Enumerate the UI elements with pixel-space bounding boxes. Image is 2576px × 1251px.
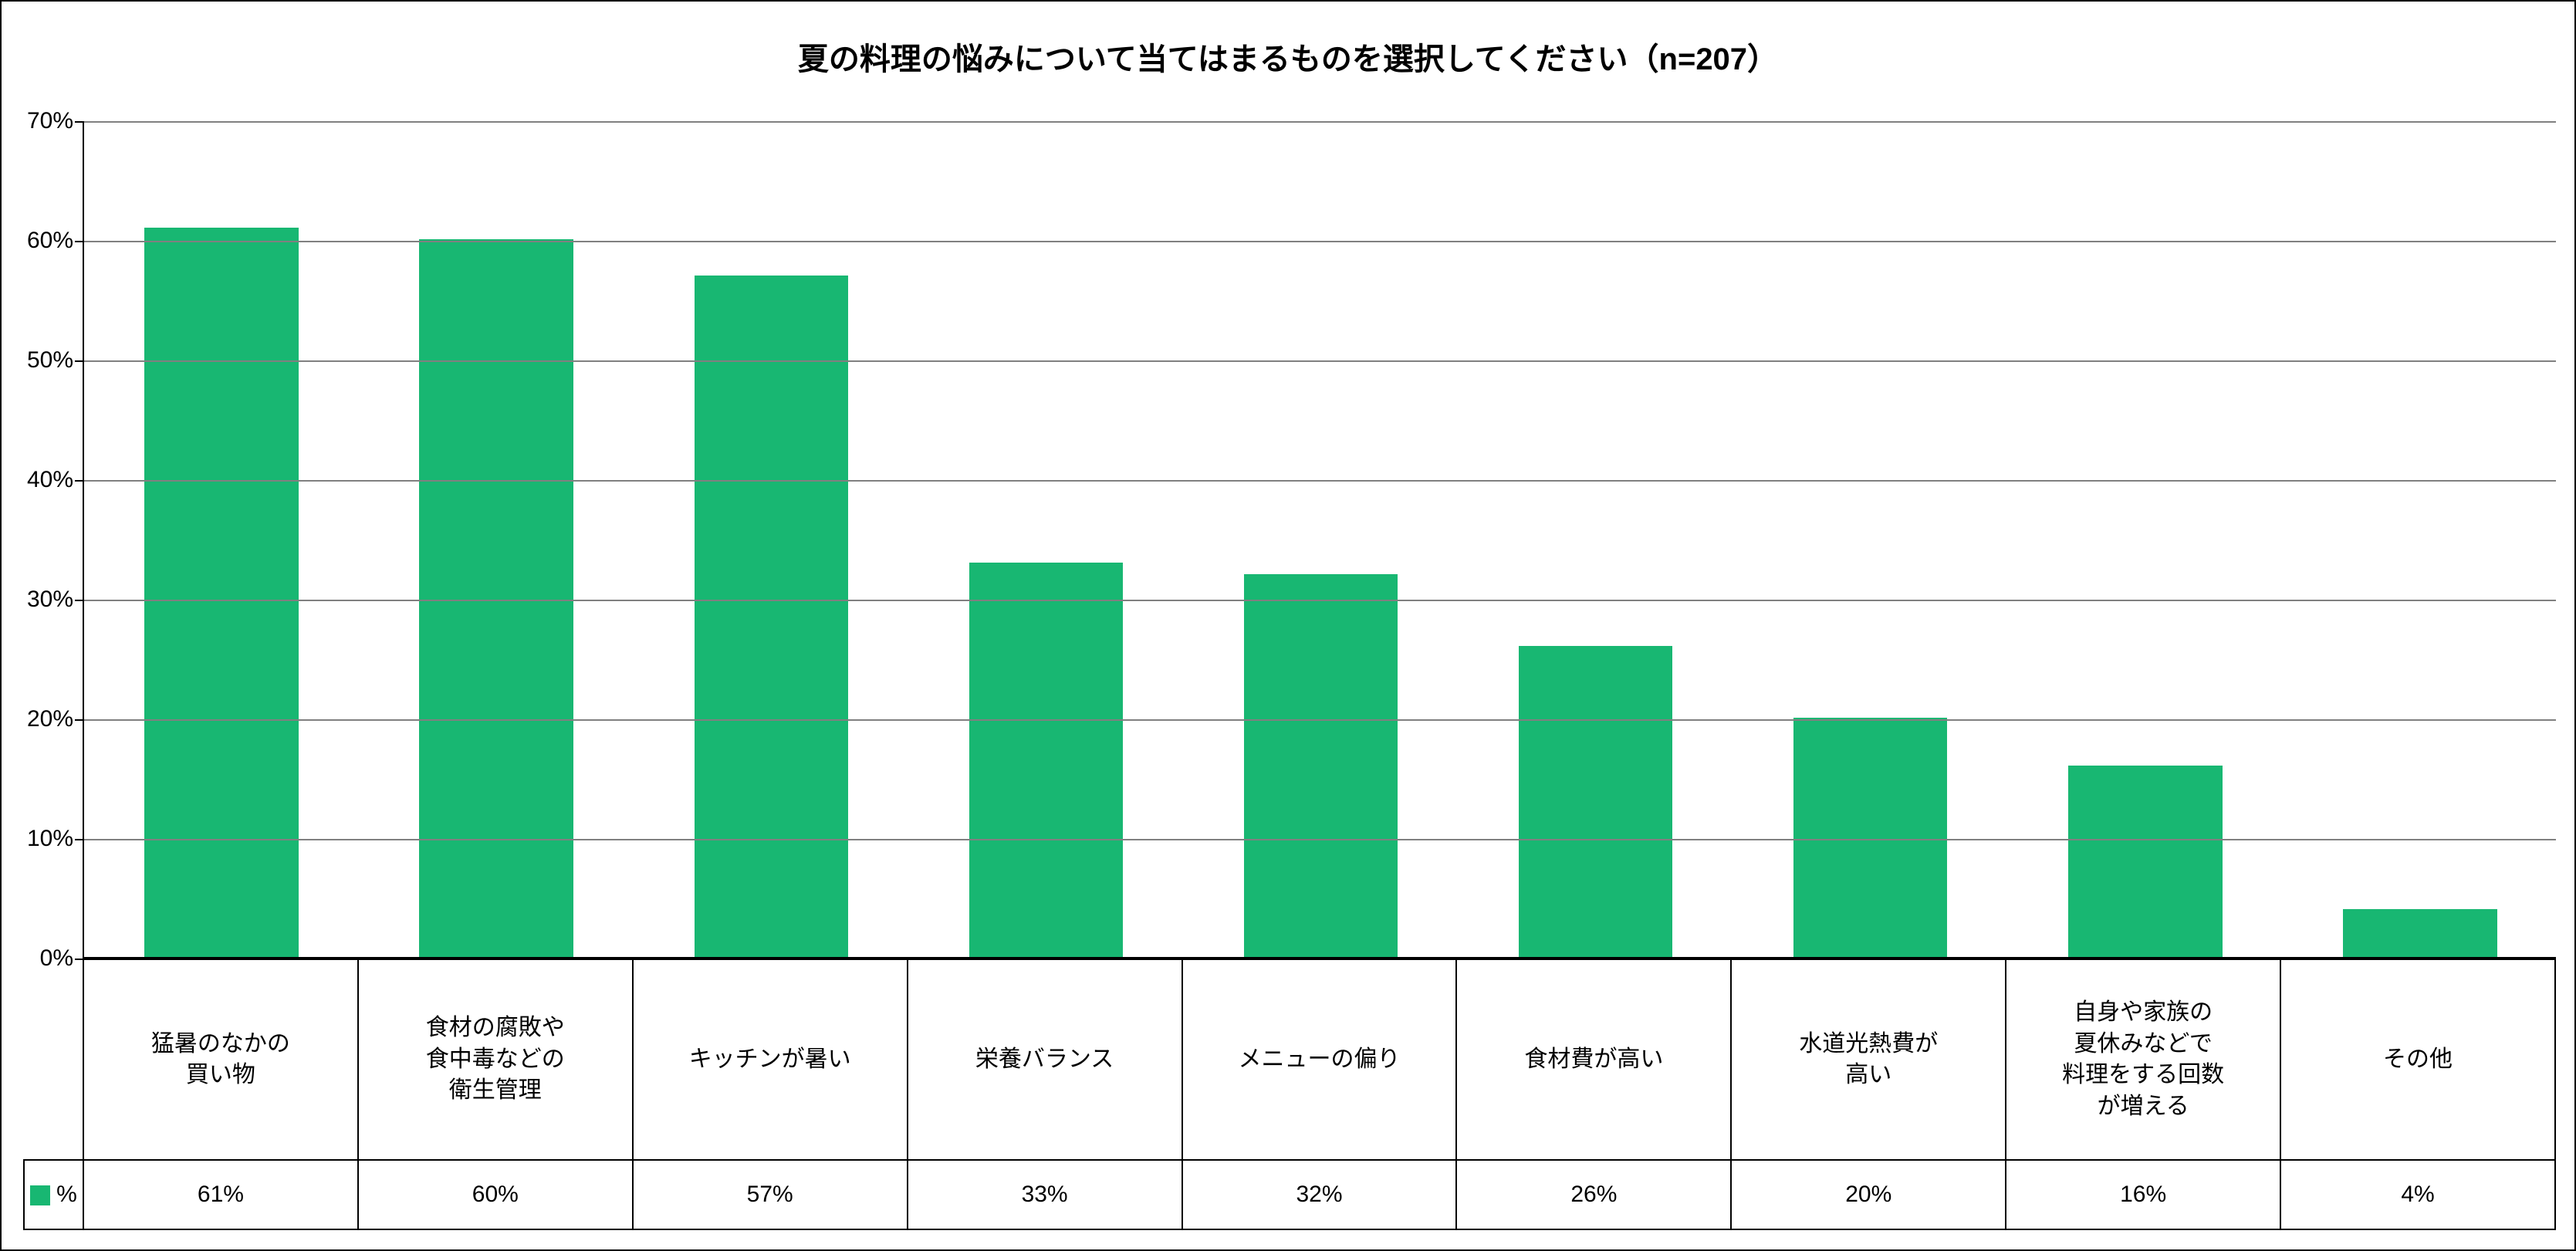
gridline: [84, 839, 2556, 840]
category-label: 水道光熱費が 高い: [1731, 959, 2006, 1160]
value-cell: 60%: [358, 1160, 633, 1229]
y-tick-label: 40%: [27, 467, 84, 493]
category-label: 栄養バランス: [908, 959, 1182, 1160]
gridline: [84, 480, 2556, 482]
plot-area: 0%10%20%30%40%50%60%70%: [83, 121, 2556, 959]
category-label: 猛暑のなかの 買い物: [83, 959, 358, 1160]
bar: [969, 563, 1123, 958]
value-cell: 16%: [2006, 1160, 2280, 1229]
legend-cell: %: [24, 1160, 83, 1229]
gridline: [84, 719, 2556, 721]
category-label: その他: [2280, 959, 2555, 1160]
y-tick-label: 10%: [27, 826, 84, 852]
category-label: キッチンが暑い: [633, 959, 908, 1160]
legend-swatch: [30, 1185, 50, 1205]
value-cell: 61%: [83, 1160, 358, 1229]
gridline: [84, 600, 2556, 601]
y-tick-label: 60%: [27, 228, 84, 254]
chart-title: 夏の料理の悩みについて当てはまるものを選択してください（n=207）: [2, 34, 2574, 79]
table-corner: [24, 959, 83, 1160]
bar: [1519, 646, 1672, 957]
bar: [2343, 909, 2497, 957]
y-tick-label: 20%: [27, 706, 84, 732]
bar: [419, 239, 573, 957]
bar: [2068, 766, 2222, 957]
y-tick-label: 70%: [27, 108, 84, 134]
bar: [1793, 718, 1947, 957]
bar: [144, 228, 298, 958]
bar: [695, 276, 848, 958]
category-label: 食材費が高い: [1456, 959, 1731, 1160]
gridline: [84, 241, 2556, 242]
category-label: 食材の腐敗や 食中毒などの 衛生管理: [358, 959, 633, 1160]
value-cell: 4%: [2280, 1160, 2555, 1229]
series-name: %: [56, 1182, 77, 1207]
value-cell: 20%: [1731, 1160, 2006, 1229]
category-label: 自身や家族の 夏休みなどで 料理をする回数 が増える: [2006, 959, 2280, 1160]
value-cell: 33%: [908, 1160, 1182, 1229]
chart-container: 夏の料理の悩みについて当てはまるものを選択してください（n=207） 0%10%…: [0, 0, 2576, 1251]
gridline: [84, 360, 2556, 362]
value-cell: 32%: [1182, 1160, 1457, 1229]
value-cell: 26%: [1456, 1160, 1731, 1229]
y-tick-label: 50%: [27, 347, 84, 374]
bars-layer: [84, 121, 2556, 957]
value-cell: 57%: [633, 1160, 908, 1229]
data-table: 猛暑のなかの 買い物食材の腐敗や 食中毒などの 衛生管理キッチンが暑い栄養バラン…: [23, 959, 2556, 1230]
gridline: [84, 121, 2556, 123]
bar: [1244, 574, 1398, 957]
y-tick-label: 30%: [27, 587, 84, 613]
category-label: メニューの偏り: [1182, 959, 1457, 1160]
